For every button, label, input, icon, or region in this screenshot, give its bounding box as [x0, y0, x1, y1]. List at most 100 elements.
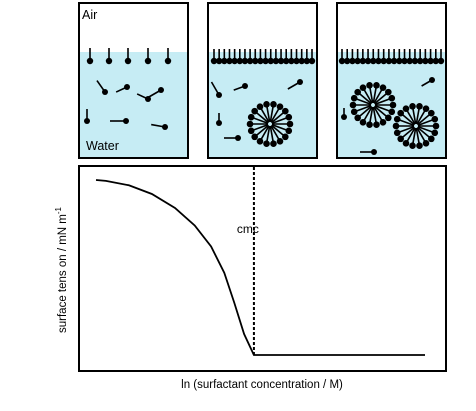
surfactant-molecule [144, 48, 152, 65]
surfactant-molecule [374, 88, 392, 105]
surfactant-molecule [397, 109, 415, 126]
surfactant-head [344, 57, 351, 65]
surfactant-head [226, 57, 233, 65]
surfactant-head [242, 83, 248, 89]
surfactant-molecule [422, 49, 429, 65]
surfactant-molecule [86, 48, 94, 65]
surfactant-head [370, 57, 377, 65]
y-axis-label-exponent: -1 [54, 206, 63, 214]
surfactant-head [432, 122, 440, 130]
surfactant-head [285, 113, 293, 121]
surfactant-head [251, 107, 258, 115]
surfactant-molecule [416, 49, 424, 65]
surfactant-molecule [350, 104, 372, 116]
surfactant-molecule [236, 49, 243, 65]
surfactant-molecule [417, 115, 439, 127]
surfactant-head [350, 108, 358, 116]
surfactant-head [216, 120, 222, 126]
x-axis-label: ln (surfactant concentration / M) [181, 379, 343, 391]
surfactant-head [241, 57, 249, 65]
surfactant-molecule [427, 49, 434, 65]
surfactant-head [385, 88, 392, 96]
surfactant-molecule [263, 125, 271, 147]
surfactant-molecules [210, 49, 316, 147]
surfactant-head [277, 57, 285, 65]
surfactant-molecule [402, 127, 416, 147]
surfactant-molecule [252, 49, 259, 65]
surfactant-head [84, 118, 90, 124]
water-region [79, 52, 188, 158]
surfactant-molecule [246, 120, 268, 128]
surfactant-molecule [272, 49, 280, 65]
surface-tension-chart: cmc ln (surfactant concentration / M) su… [54, 165, 447, 391]
surfactant-head [364, 57, 372, 65]
surfactant-molecule [409, 103, 417, 125]
surfactant-head [432, 57, 439, 65]
surfactant-molecule [298, 49, 305, 65]
surfactant-head [388, 108, 396, 116]
surfactant-molecule [421, 77, 435, 87]
surfactant-head [286, 120, 294, 128]
surfactant-molecule [366, 106, 374, 128]
surfactant-molecule [272, 120, 294, 128]
panel-frame [78, 2, 189, 159]
surfactant-molecule [359, 84, 373, 104]
surfactant-head [285, 127, 293, 135]
surfactant-molecule [151, 123, 168, 130]
surfactant-head [276, 138, 284, 145]
surfactant-molecule [372, 82, 380, 104]
surfactant-molecule [210, 49, 218, 65]
surfactant-head [123, 118, 129, 124]
surfactant-molecule [415, 103, 423, 125]
surfactant-head [251, 133, 258, 141]
surfactant-molecule [374, 94, 396, 106]
surfactant-head [373, 82, 380, 89]
surfactant-head [359, 84, 367, 91]
surfactant-head [267, 57, 274, 65]
surfactant-head [145, 96, 151, 102]
surfactant-molecule [349, 101, 371, 109]
surfactant-head [236, 57, 243, 65]
surfactant-head [298, 57, 305, 65]
surfactant-head [389, 101, 397, 109]
surfactant-molecule [216, 113, 222, 126]
surfactant-head [246, 57, 254, 65]
surfactant-molecule [84, 109, 90, 124]
micelle [246, 101, 294, 147]
surfactant-head [276, 103, 284, 110]
surfactant-head [350, 94, 358, 102]
surfactant-head [256, 138, 264, 145]
surfactant-molecule [256, 125, 270, 145]
surfactant-molecule [373, 84, 387, 104]
surfactant-head [158, 87, 164, 93]
surfactant-head [359, 119, 367, 126]
surfactant-molecule [124, 48, 132, 65]
air-label: Air [82, 8, 97, 22]
surfactant-head [431, 115, 439, 123]
surfactant-head [397, 109, 404, 117]
surfactant-head [354, 114, 361, 122]
surfactant-molecule [210, 81, 222, 98]
surfactant-head [282, 133, 289, 141]
surfactant-head [396, 57, 403, 65]
panel-micelles [336, 2, 447, 159]
surfactant-molecule [417, 126, 435, 143]
surfactant-head [270, 101, 277, 108]
surfactant-head [164, 57, 172, 65]
surfactant-head [216, 92, 222, 98]
surfactant-molecule [271, 124, 289, 141]
surfactant-molecule [267, 49, 274, 65]
surfactant-head [262, 57, 269, 65]
surfactant-molecule [115, 84, 130, 93]
surfactant-molecule [390, 49, 398, 65]
surfactant-head [270, 140, 277, 147]
surfactant-head [422, 105, 430, 112]
surfactant-molecule [270, 125, 284, 145]
surfactant-molecule [251, 107, 269, 124]
surfactant-head [86, 57, 94, 65]
surfactant-head [105, 57, 113, 65]
surfactant-molecules [338, 49, 445, 155]
surfactant-molecule [308, 49, 316, 65]
surfactant-head [263, 140, 270, 147]
surfactant-molecule [385, 49, 393, 65]
